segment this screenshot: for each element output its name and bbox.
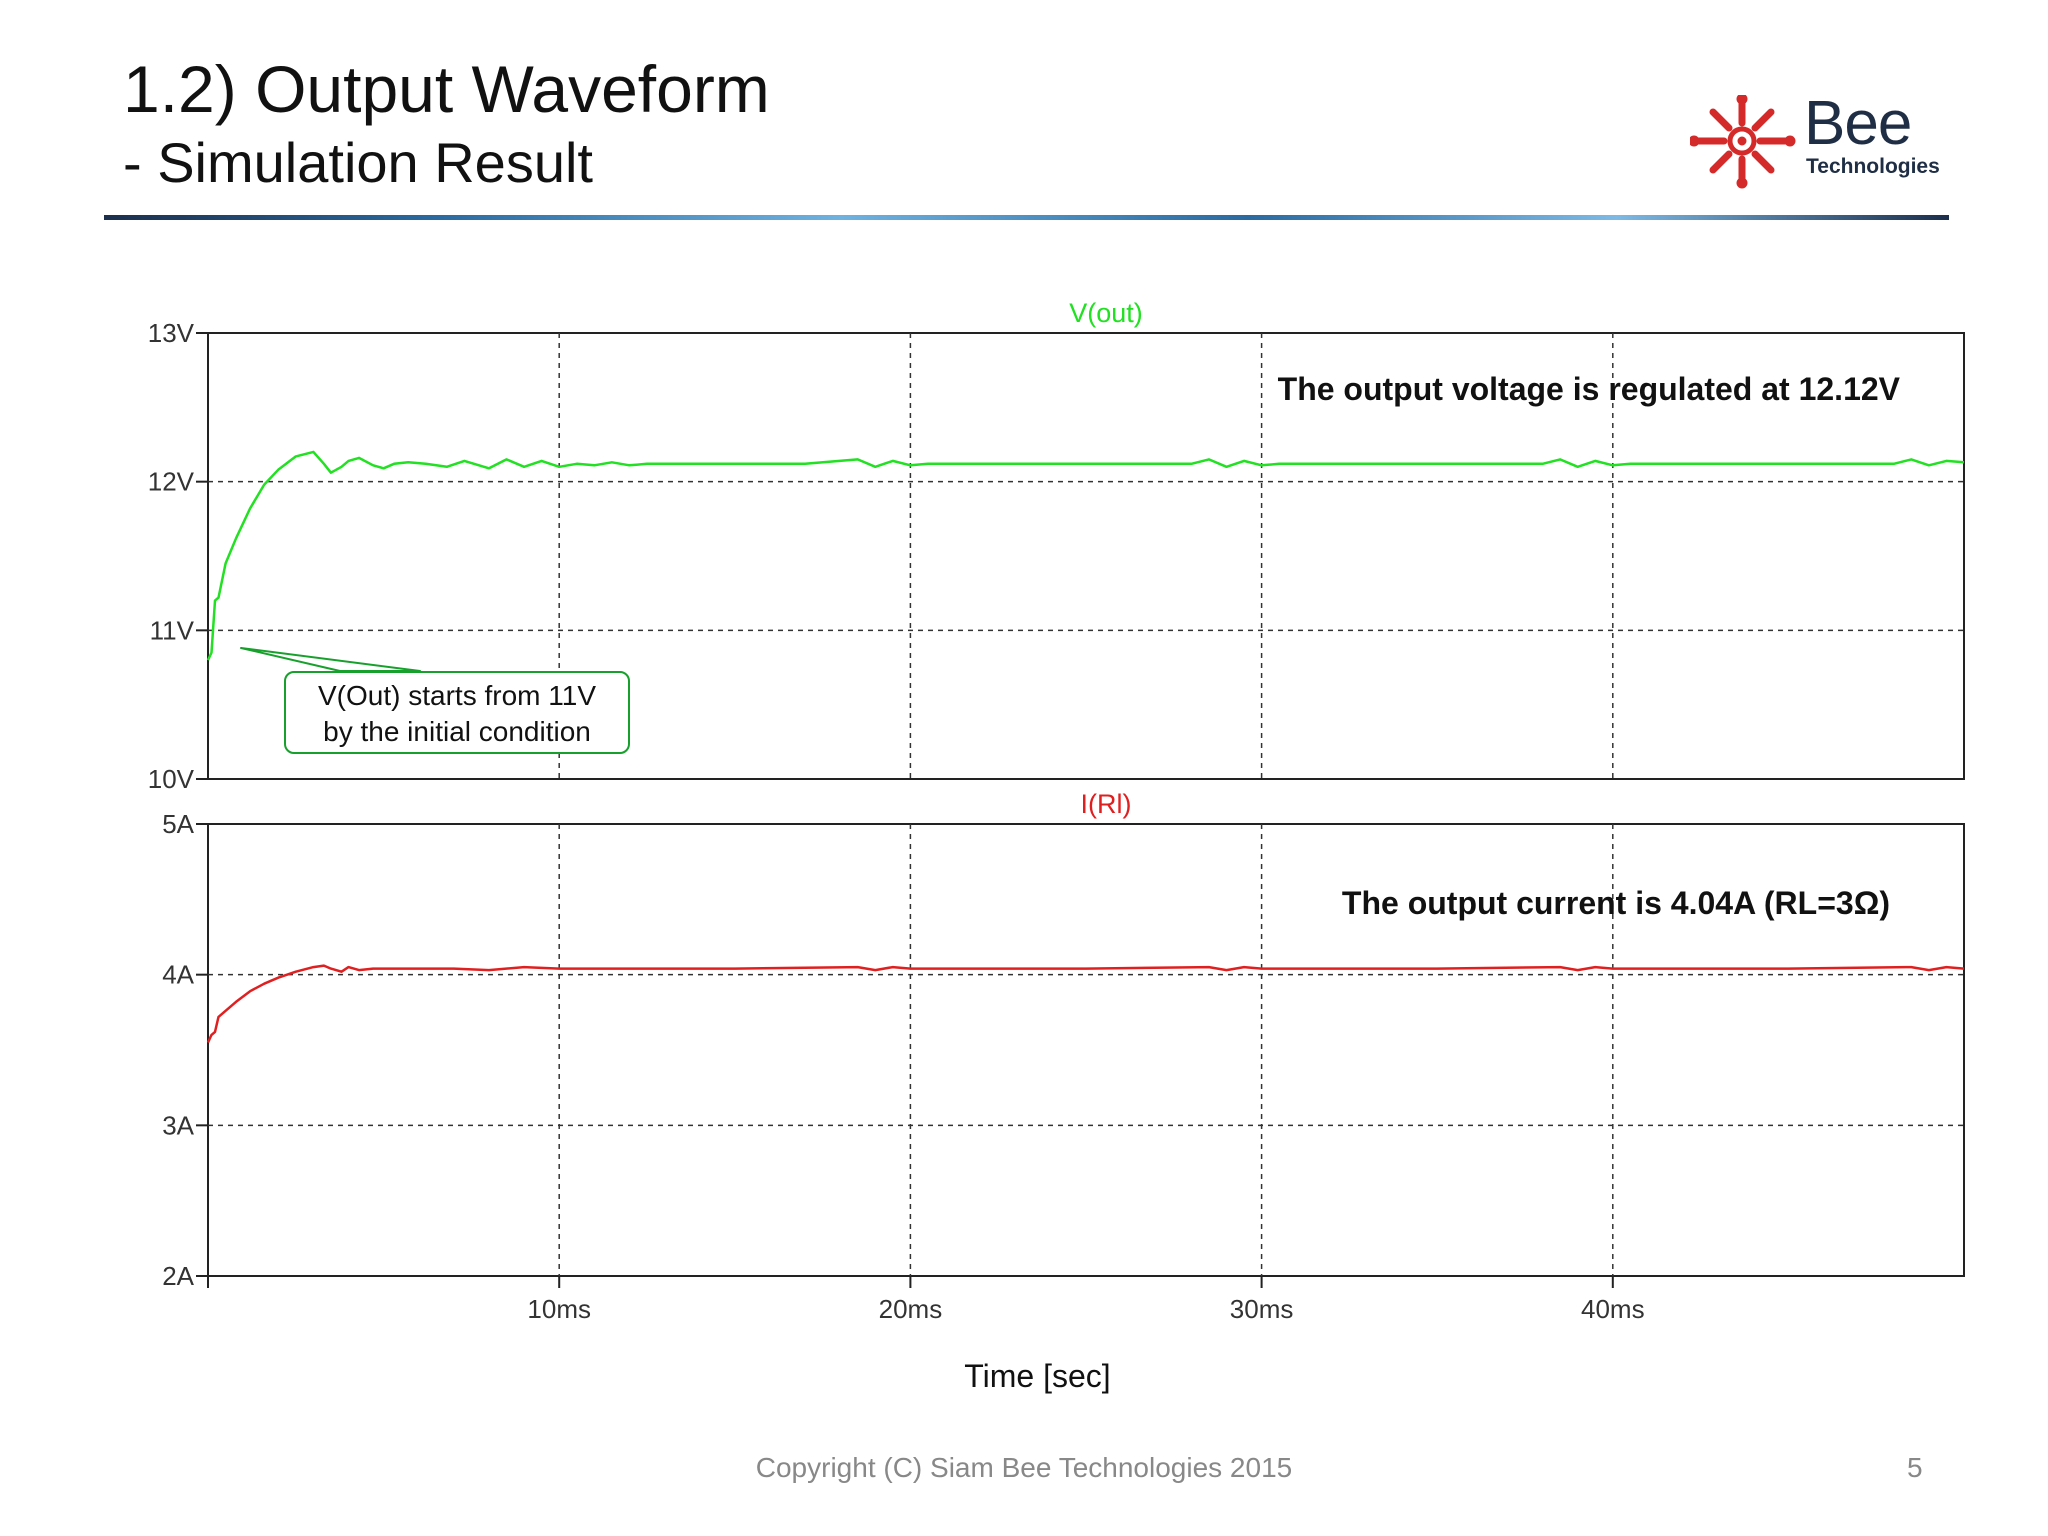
initial-condition-callout: V(Out) starts from 11V by the initial co…: [284, 671, 630, 754]
callout-line-1: V(Out) starts from 11V: [318, 680, 596, 711]
series-label: V(out): [1069, 298, 1143, 328]
series-label: I(Rl): [1081, 789, 1132, 819]
series-line: [206, 450, 1965, 661]
chart-annotation: The output voltage is regulated at 12.12…: [1278, 371, 1901, 407]
x-tick-label: 20ms: [879, 1294, 943, 1324]
chart-annotation: The output current is 4.04A (RL=3Ω): [1342, 885, 1890, 921]
slide-subtitle: - Simulation Result: [123, 131, 593, 194]
x-tick-label: 40ms: [1581, 1294, 1645, 1324]
y-tick-label: 12V: [148, 467, 195, 497]
y-tick-label: 5A: [162, 809, 194, 839]
x-tick-label: 30ms: [1230, 1294, 1294, 1324]
page-number: 5: [1907, 1452, 1923, 1483]
logo-tagline: Technologies: [1806, 155, 1940, 178]
plot-frame: [207, 823, 1965, 1277]
y-tick-label: 3A: [162, 1110, 194, 1140]
bee-technologies-logo: Bee Technologies: [1688, 89, 1960, 190]
callout-line-2: by the initial condition: [323, 716, 591, 747]
slide-title: 1.2) Output Waveform: [123, 52, 770, 126]
chart-panel-2: 5A 4A 3A 2A 10ms 20ms 30ms 40ms I(Rl) The output …: [162, 789, 1965, 1324]
x-axis-label: Time [sec]: [964, 1358, 1111, 1394]
series-line: [206, 964, 1965, 1044]
x-tick-label: 10ms: [527, 1294, 591, 1324]
y-tick-label: 10V: [148, 764, 195, 794]
title-divider: [104, 215, 1949, 220]
y-tick-label: 13V: [148, 318, 195, 348]
y-tick-label: 11V: [150, 615, 195, 645]
y-tick-label: 2A: [162, 1261, 194, 1291]
y-tick-label: 4A: [162, 960, 194, 990]
copyright-footer: Copyright (C) Siam Bee Technologies 2015: [755, 1452, 1293, 1483]
logo-wordmark: Bee: [1804, 89, 1912, 158]
sunburst-logo-icon: [1688, 93, 1796, 189]
